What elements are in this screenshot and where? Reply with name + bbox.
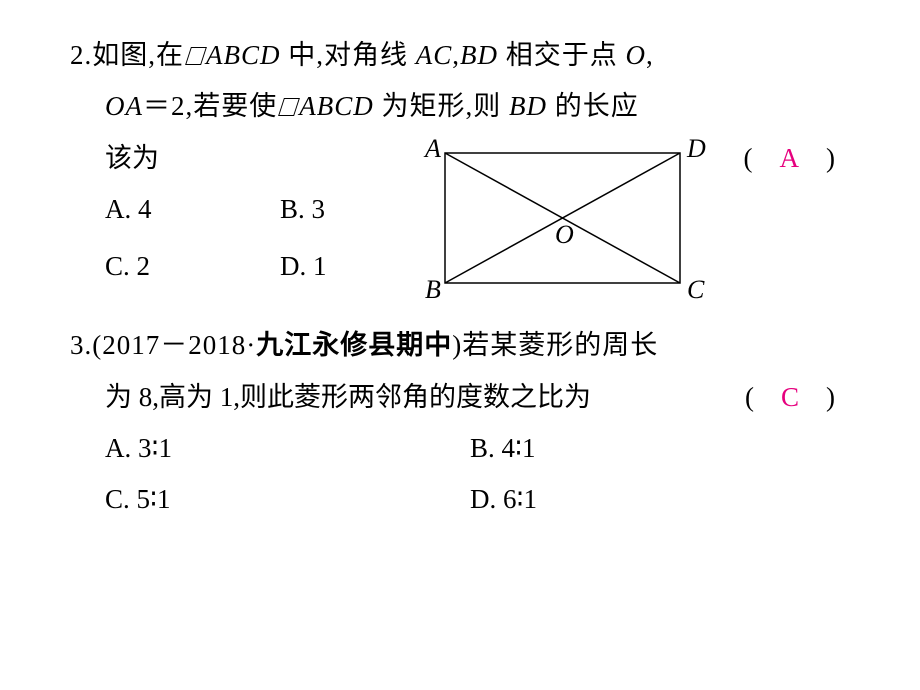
p2-option-D: D. 1 [280, 241, 327, 292]
p3-number: 3. [70, 330, 92, 360]
p2-text-1h: O [626, 40, 647, 70]
p2-text-1b: ABCD [206, 40, 281, 70]
p3-answer: C [781, 382, 799, 412]
p3-line1: 3.(2017－2018·九江永修县期中)若某菱形的周长 [70, 320, 860, 371]
p2-text-2e: BD [509, 91, 547, 121]
p2-text-1i: , [646, 40, 654, 70]
p2-text-2c: ABCD [299, 91, 374, 121]
p2-text-1c: 中,对角线 [281, 40, 416, 70]
p3-option-D: D. 6∶1 [470, 474, 537, 525]
p3-text-2: 为 8,高为 1,则此菱形两邻角的度数之比为 [105, 372, 591, 423]
p2-text-1g: 相交于点 [498, 40, 626, 70]
p3-text-1b: 九江永修县期中 [256, 330, 452, 360]
p2-line3: 该为 ( A ) A D B C O [70, 133, 860, 184]
p2-answer: A [780, 143, 800, 173]
problem-3: 3.(2017－2018·九江永修县期中)若某菱形的周长 为 8,高为 1,则此… [70, 320, 860, 525]
p3-line2: 为 8,高为 1,则此菱形两邻角的度数之比为 ( C ) [70, 372, 860, 423]
p2-option-A: A. 4 [105, 184, 280, 235]
p2-text-1e: , [452, 40, 460, 70]
p2-answer-paren: ( A ) [744, 133, 836, 184]
p2-text-2f: 的长应 [547, 91, 639, 121]
p3-options-row1: A. 3∶1 B. 4∶1 [70, 423, 860, 474]
p2-text-2b: ＝2,若要使 [143, 91, 277, 121]
p3-options-row2: C. 5∶1 D. 6∶1 [70, 474, 860, 525]
p3-option-A: A. 3∶1 [105, 423, 470, 474]
parallelogram-symbol-2 [277, 98, 299, 116]
p2-options-row1: A. 4 B. 3 [70, 184, 860, 235]
label-D: D [686, 134, 706, 163]
p2-line2: OA＝2,若要使 ABCD 为矩形,则 BD 的长应 [70, 81, 860, 132]
p2-text-1d: AC [416, 40, 453, 70]
problem-2: 2.如图,在ABCD 中,对角线 AC,BD 相交于点 O, OA＝2,若要使A… [70, 30, 860, 292]
p2-number: 2. [70, 40, 92, 70]
p2-options-row2: C. 2 D. 1 [70, 241, 860, 292]
p3-text-1a: (2017－2018· [92, 330, 256, 360]
parallelogram-symbol [184, 47, 206, 65]
p2-line1: 2.如图,在ABCD 中,对角线 AC,BD 相交于点 O, [70, 30, 860, 81]
p3-option-B: B. 4∶1 [470, 423, 536, 474]
p2-text-1f: BD [460, 40, 498, 70]
p2-text-1a: 如图,在 [92, 40, 184, 70]
p2-option-C: C. 2 [105, 241, 280, 292]
label-A: A [423, 134, 441, 163]
p2-option-B: B. 3 [280, 184, 325, 235]
p2-text-3: 该为 [105, 133, 159, 184]
p3-option-C: C. 5∶1 [105, 474, 470, 525]
p2-text-2a: OA [105, 91, 143, 121]
p2-text-2d: 为矩形,则 [374, 91, 509, 121]
p3-text-1c: )若某菱形的周长 [452, 330, 658, 360]
p3-answer-paren: ( C ) [745, 372, 835, 423]
